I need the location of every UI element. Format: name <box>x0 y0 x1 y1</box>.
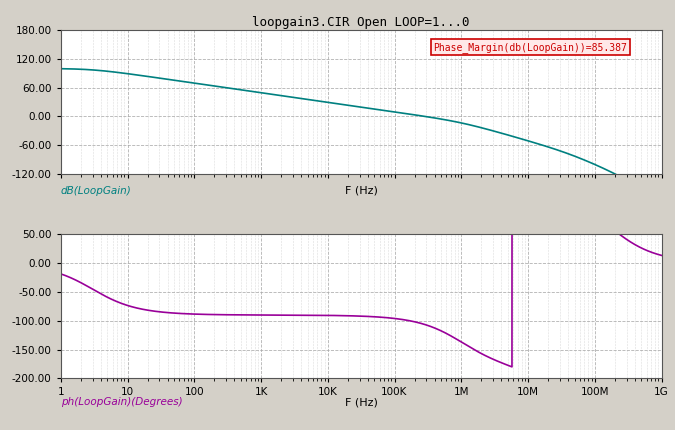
Text: Phase_Margin(db(LoopGain))=85.387: Phase_Margin(db(LoopGain))=85.387 <box>433 42 627 52</box>
Text: ph(LoopGain)(Degrees): ph(LoopGain)(Degrees) <box>61 397 182 407</box>
Title: loopgain3.CIR Open LOOP=1...0: loopgain3.CIR Open LOOP=1...0 <box>252 16 470 29</box>
Text: F (Hz): F (Hz) <box>345 397 377 407</box>
Text: dB(LoopGain): dB(LoopGain) <box>61 185 132 196</box>
Text: F (Hz): F (Hz) <box>345 185 377 196</box>
